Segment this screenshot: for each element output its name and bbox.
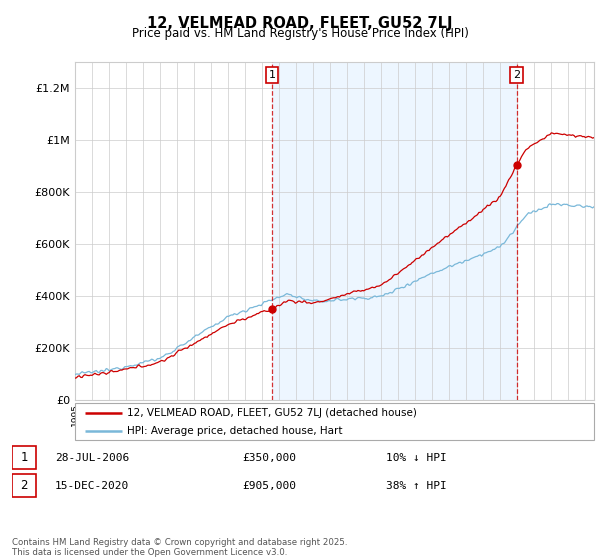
Text: HPI: Average price, detached house, Hart: HPI: Average price, detached house, Hart [127, 426, 343, 436]
Text: £905,000: £905,000 [242, 481, 296, 491]
Text: 38% ↑ HPI: 38% ↑ HPI [386, 481, 447, 491]
Text: Contains HM Land Registry data © Crown copyright and database right 2025.
This d: Contains HM Land Registry data © Crown c… [12, 538, 347, 557]
Bar [272, 62, 517, 400]
Text: 2: 2 [513, 70, 520, 80]
Text: 15-DEC-2020: 15-DEC-2020 [55, 481, 130, 491]
Bar [12, 446, 36, 469]
Text: £350,000: £350,000 [242, 453, 296, 463]
Text: 2: 2 [20, 479, 28, 492]
Text: 28-JUL-2006: 28-JUL-2006 [55, 453, 130, 463]
Text: 1: 1 [20, 451, 28, 464]
Text: Price paid vs. HM Land Registry's House Price Index (HPI): Price paid vs. HM Land Registry's House … [131, 27, 469, 40]
Text: 12, VELMEAD ROAD, FLEET, GU52 7LJ: 12, VELMEAD ROAD, FLEET, GU52 7LJ [147, 16, 453, 31]
Text: 1: 1 [268, 70, 275, 80]
Text: 10% ↓ HPI: 10% ↓ HPI [386, 453, 447, 463]
Bar [12, 474, 36, 497]
Text: 12, VELMEAD ROAD, FLEET, GU52 7LJ (detached house): 12, VELMEAD ROAD, FLEET, GU52 7LJ (detac… [127, 408, 417, 418]
